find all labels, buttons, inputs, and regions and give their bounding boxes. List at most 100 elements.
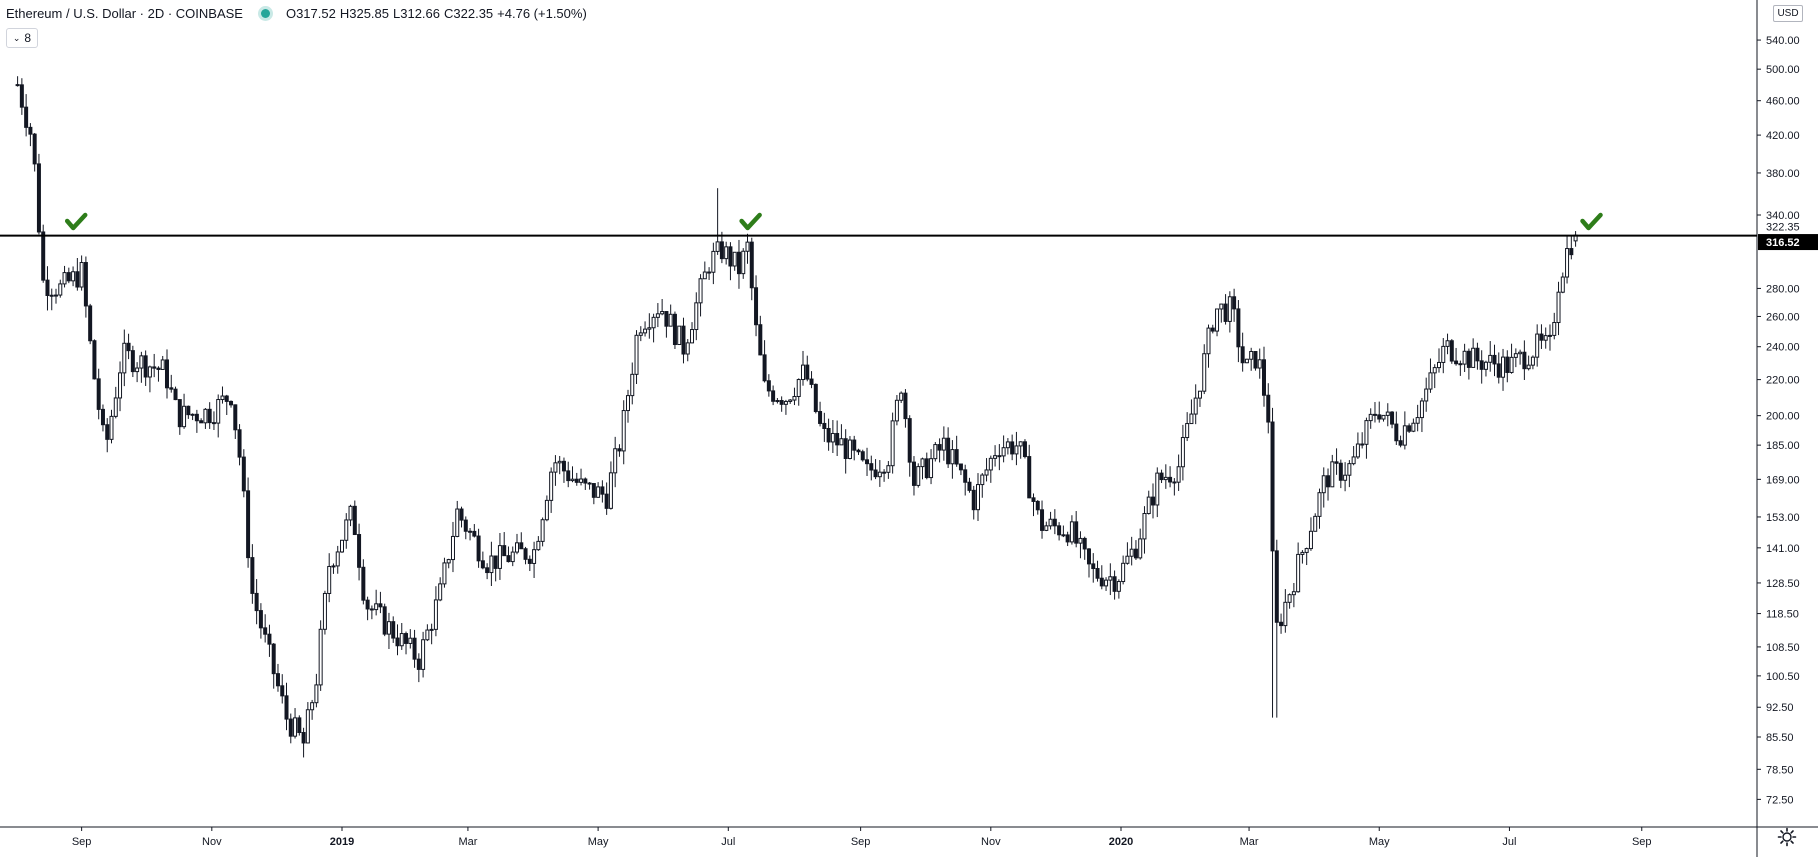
candle bbox=[1317, 488, 1322, 529]
candle-body-up bbox=[322, 592, 327, 630]
candle bbox=[805, 355, 810, 382]
currency-button[interactable]: USD bbox=[1773, 5, 1803, 22]
candle bbox=[1185, 412, 1190, 442]
candle-body-down bbox=[1151, 496, 1156, 506]
candle-body-up bbox=[399, 633, 404, 647]
candle bbox=[536, 536, 541, 551]
candle bbox=[758, 315, 763, 356]
candle-body-up bbox=[1462, 350, 1467, 365]
candle bbox=[1044, 521, 1049, 532]
candle bbox=[96, 368, 101, 420]
candle bbox=[886, 461, 891, 479]
candle-body-down bbox=[45, 279, 50, 297]
candle bbox=[1180, 424, 1185, 481]
candle bbox=[297, 715, 302, 736]
candle bbox=[1283, 589, 1288, 633]
candle-body-down bbox=[126, 342, 131, 352]
candle-body-down bbox=[1172, 481, 1177, 484]
price-tick-label: 108.50 bbox=[1766, 642, 1800, 654]
candle bbox=[1304, 547, 1309, 566]
candle-body-down bbox=[177, 399, 182, 428]
candle-body-down bbox=[493, 555, 498, 569]
candle bbox=[169, 374, 174, 393]
candle bbox=[1334, 448, 1339, 475]
candle-body-down bbox=[1377, 414, 1382, 420]
candle-body-up bbox=[335, 551, 340, 567]
candle-body-down bbox=[267, 633, 272, 645]
candle bbox=[523, 546, 528, 565]
candle bbox=[856, 448, 861, 455]
candle bbox=[865, 447, 870, 476]
candle bbox=[976, 473, 981, 521]
candle bbox=[1168, 466, 1173, 488]
candle-body-down bbox=[997, 455, 1002, 458]
candle bbox=[766, 374, 771, 397]
candle bbox=[1223, 294, 1228, 325]
candle-body-down bbox=[1022, 441, 1027, 458]
candle bbox=[877, 460, 882, 487]
candle bbox=[681, 317, 686, 364]
candle-body-up bbox=[190, 413, 195, 416]
price-tick-label: 460.00 bbox=[1766, 96, 1800, 108]
candle-body-up bbox=[1556, 291, 1561, 324]
candle-body-down bbox=[1236, 308, 1241, 348]
candle bbox=[728, 242, 733, 281]
candle-body-up bbox=[216, 399, 221, 424]
candle bbox=[1116, 579, 1121, 599]
candle-body-down bbox=[860, 451, 865, 461]
candle-body-down bbox=[1274, 550, 1279, 623]
candle-body-down bbox=[100, 408, 105, 426]
candle-body-up bbox=[1121, 562, 1126, 583]
candle-body-down bbox=[301, 732, 306, 744]
candle bbox=[899, 391, 904, 404]
indicators-toggle-button[interactable]: ⌄ 8 bbox=[6, 28, 38, 48]
candle bbox=[980, 473, 985, 498]
candle bbox=[1308, 517, 1313, 551]
candle bbox=[502, 532, 507, 557]
candle bbox=[771, 385, 776, 406]
candle-body-up bbox=[886, 465, 891, 473]
candle bbox=[638, 326, 643, 342]
candle-body-up bbox=[489, 555, 494, 574]
candle-body-up bbox=[1347, 463, 1352, 476]
candle bbox=[49, 288, 54, 311]
candle-body-up bbox=[1244, 358, 1249, 364]
candle-body-down bbox=[1466, 350, 1471, 368]
gear-icon[interactable] bbox=[1776, 826, 1798, 848]
candle bbox=[1381, 414, 1386, 422]
candle-body-up bbox=[608, 472, 613, 509]
candle bbox=[79, 255, 84, 291]
time-tick-label: May bbox=[1369, 836, 1390, 848]
candle bbox=[1330, 454, 1335, 488]
candle-body-up bbox=[455, 508, 460, 537]
candle-body-down bbox=[152, 366, 157, 369]
candle bbox=[28, 123, 33, 147]
candle bbox=[164, 349, 169, 399]
candle bbox=[630, 362, 635, 405]
ohlc-high: H325.85 bbox=[339, 6, 389, 21]
candle bbox=[1326, 468, 1331, 501]
candle-body-up bbox=[596, 486, 601, 498]
candle bbox=[386, 612, 391, 649]
candle-body-down bbox=[143, 355, 148, 378]
candle-body-up bbox=[1125, 555, 1130, 564]
candle-body-down bbox=[707, 271, 712, 274]
candle bbox=[941, 426, 946, 461]
market-status-dot bbox=[260, 9, 270, 18]
candle bbox=[421, 631, 426, 678]
candle-body-down bbox=[1360, 443, 1365, 446]
checkmark-icon bbox=[739, 212, 762, 231]
candle-body-up bbox=[643, 328, 648, 334]
candle bbox=[130, 345, 135, 378]
candle bbox=[843, 429, 848, 474]
candle bbox=[1279, 613, 1284, 634]
candle bbox=[301, 727, 306, 758]
candle bbox=[1010, 434, 1015, 461]
candle-body-up bbox=[310, 702, 315, 711]
candle bbox=[361, 559, 366, 605]
candle bbox=[1129, 536, 1134, 566]
symbol-title[interactable]: Ethereum / U.S. Dollar · 2D · COINBASE bbox=[6, 6, 243, 21]
time-tick-label: Mar bbox=[458, 836, 477, 848]
